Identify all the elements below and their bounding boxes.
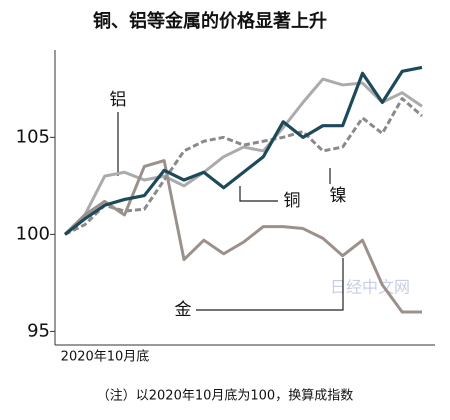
series-label: 镍 [330,186,347,206]
y-tick-label: 105 [16,126,50,147]
series-label: 金 [175,300,192,320]
x-tick-label: 2020年10月底 [61,349,150,365]
chart-title: 铜、铝等金属的价格显著上升 [93,10,327,32]
series-label: 铜 [284,191,301,211]
leader-gold [196,258,344,311]
leader-lines [117,112,344,311]
watermark: 日经中文网 [330,278,410,297]
series-line [64,65,423,236]
series-line [63,77,423,236]
series-label: 铝 [110,90,127,110]
note: （注）以2020年10月底为100，换算成指数 [97,388,353,404]
y-tick-label: 95 [27,320,50,341]
leader-copper [239,186,278,202]
series-line [63,159,422,314]
y-tick-label: 100 [16,223,50,244]
